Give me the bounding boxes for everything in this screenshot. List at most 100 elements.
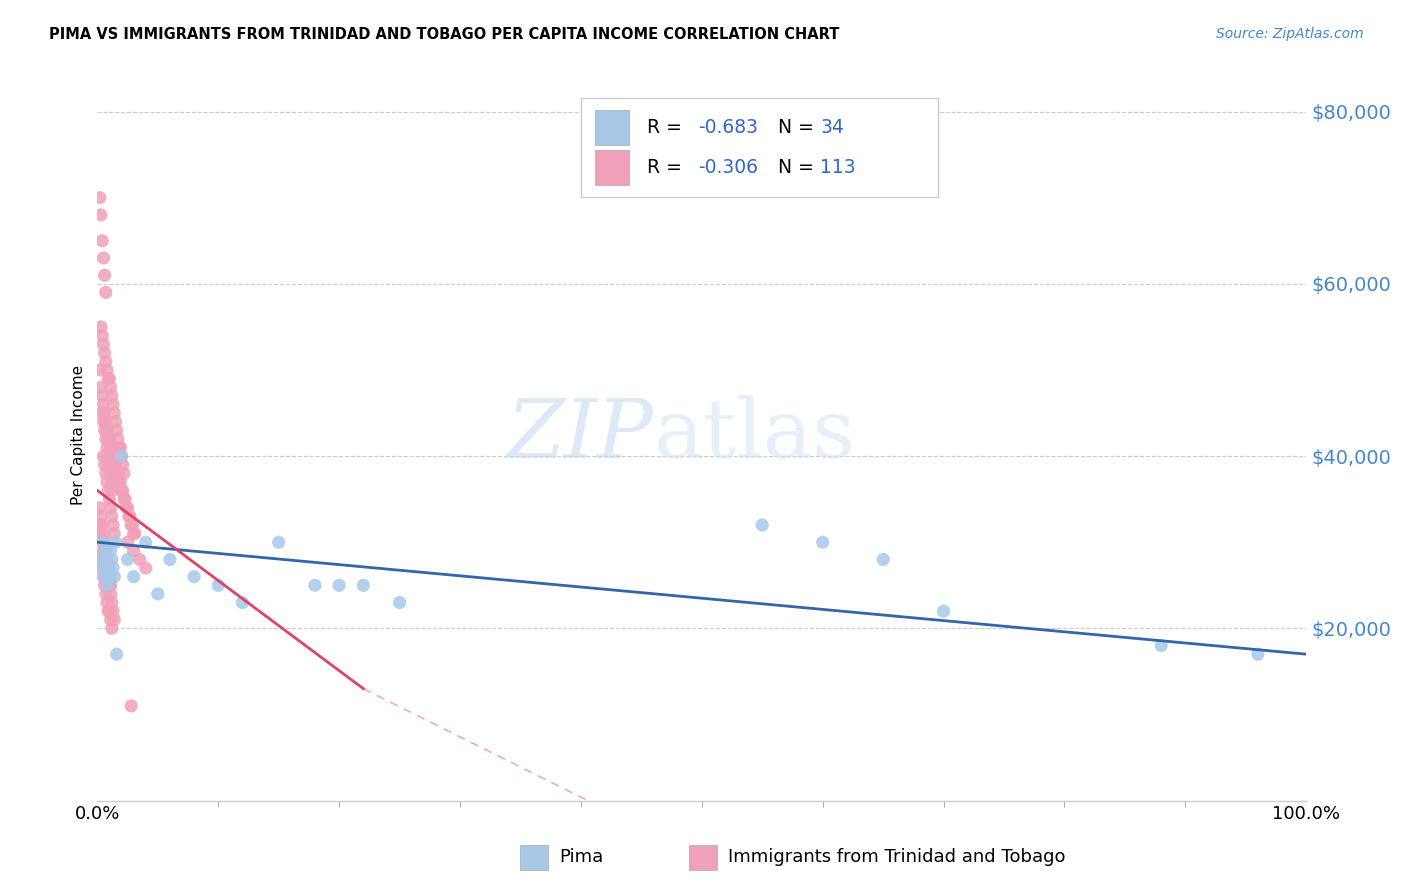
Point — [98, 570, 121, 584]
Point — [93, 337, 115, 351]
Point — [118, 509, 141, 524]
Point — [101, 475, 124, 489]
Text: N =: N = — [778, 158, 820, 177]
Point — [94, 587, 117, 601]
Point — [91, 561, 114, 575]
Point — [93, 268, 115, 283]
Point — [93, 415, 115, 429]
Point — [107, 432, 129, 446]
Point — [94, 415, 117, 429]
Point — [103, 526, 125, 541]
Point — [96, 561, 118, 575]
Point — [94, 285, 117, 300]
Point — [97, 483, 120, 498]
Text: -0.683: -0.683 — [699, 118, 758, 136]
Point — [112, 492, 135, 507]
Point — [91, 328, 114, 343]
Point — [94, 544, 117, 558]
Point — [1150, 639, 1173, 653]
Point — [124, 526, 146, 541]
Point — [104, 415, 127, 429]
Point — [103, 458, 125, 472]
Point — [811, 535, 834, 549]
Point — [207, 578, 229, 592]
Point — [97, 432, 120, 446]
Point — [91, 518, 114, 533]
Point — [93, 535, 115, 549]
Point — [121, 518, 143, 533]
Text: ZIP: ZIP — [506, 394, 654, 475]
Y-axis label: Per Capita Income: Per Capita Income — [72, 365, 86, 505]
Point — [89, 191, 111, 205]
Point — [97, 449, 120, 463]
Point — [104, 458, 127, 472]
Point — [103, 570, 125, 584]
Point — [135, 535, 157, 549]
Point — [101, 561, 124, 575]
FancyBboxPatch shape — [595, 110, 630, 145]
Point — [115, 500, 138, 515]
Point — [159, 552, 181, 566]
Point — [96, 363, 118, 377]
Text: R =: R = — [647, 118, 689, 136]
Point — [93, 578, 115, 592]
FancyBboxPatch shape — [595, 150, 630, 185]
Text: Immigrants from Trinidad and Tobago: Immigrants from Trinidad and Tobago — [728, 848, 1066, 866]
Point — [103, 613, 125, 627]
Point — [103, 406, 125, 420]
Point — [89, 518, 111, 533]
Point — [97, 371, 120, 385]
Point — [231, 595, 253, 609]
Point — [122, 544, 145, 558]
Point — [90, 319, 112, 334]
Text: PIMA VS IMMIGRANTS FROM TRINIDAD AND TOBAGO PER CAPITA INCOME CORRELATION CHART: PIMA VS IMMIGRANTS FROM TRINIDAD AND TOB… — [49, 27, 839, 42]
Point — [93, 406, 115, 420]
Point — [101, 604, 124, 618]
Point — [101, 397, 124, 411]
Point — [352, 578, 374, 592]
Text: 113: 113 — [820, 158, 856, 177]
Point — [101, 518, 124, 533]
Point — [110, 475, 132, 489]
Point — [91, 389, 114, 403]
Point — [101, 483, 124, 498]
Point — [146, 587, 169, 601]
Point — [90, 208, 112, 222]
Point — [135, 561, 157, 575]
Point — [91, 535, 114, 549]
Point — [114, 492, 136, 507]
Point — [101, 552, 124, 566]
Point — [267, 535, 290, 549]
Point — [93, 449, 115, 463]
Point — [100, 380, 122, 394]
Point — [105, 467, 128, 481]
Point — [94, 552, 117, 566]
Point — [89, 500, 111, 515]
Point — [100, 500, 122, 515]
Point — [388, 595, 411, 609]
Point — [118, 509, 141, 524]
Point — [101, 509, 124, 524]
Point — [100, 578, 122, 592]
FancyBboxPatch shape — [581, 98, 938, 196]
Point — [183, 570, 205, 584]
Point — [101, 389, 124, 403]
Point — [117, 552, 139, 566]
Text: Pima: Pima — [560, 848, 603, 866]
Point — [94, 467, 117, 481]
Point — [100, 613, 122, 627]
Point — [110, 441, 132, 455]
Point — [98, 604, 121, 618]
Text: N =: N = — [778, 118, 820, 136]
Point — [117, 535, 139, 549]
Point — [93, 570, 115, 584]
Point — [91, 234, 114, 248]
Point — [90, 380, 112, 394]
Text: -0.306: -0.306 — [699, 158, 758, 177]
Point — [1247, 647, 1270, 661]
Text: R =: R = — [647, 158, 689, 177]
Point — [328, 578, 350, 592]
Point — [91, 561, 114, 575]
Point — [101, 621, 124, 635]
Point — [110, 449, 132, 463]
